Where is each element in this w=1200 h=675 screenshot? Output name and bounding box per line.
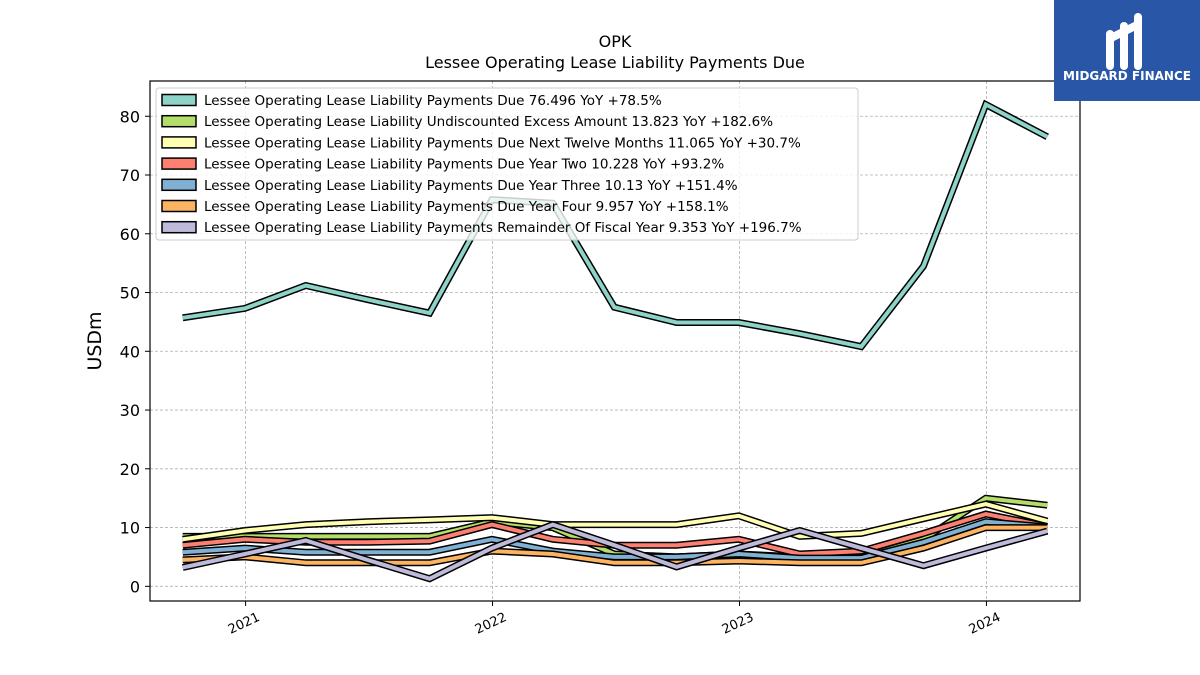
- legend-label-3: Lessee Operating Lease Liability Payment…: [204, 157, 724, 173]
- chart-subtitle: Lessee Operating Lease Liability Payment…: [425, 53, 805, 72]
- legend-swatch-6: [161, 220, 197, 234]
- series-layer: [181, 99, 1049, 583]
- brand-logo-text: MIDGARD FINANCE: [1063, 69, 1191, 83]
- brand-logo-mark-icon: [1106, 13, 1142, 70]
- legend-label-1: Lessee Operating Lease Liability Undisco…: [204, 114, 773, 130]
- brand-logo: MIDGARD FINANCE: [1054, 0, 1200, 101]
- legend-swatch-3: [161, 157, 197, 170]
- legend-label-2: Lessee Operating Lease Liability Payment…: [204, 135, 801, 151]
- y-tick-label: 10: [120, 519, 140, 538]
- y-tick-label: 40: [120, 342, 140, 361]
- y-tick-label: 30: [120, 401, 140, 420]
- y-tick-label: 80: [120, 107, 140, 126]
- legend-swatch-5: [161, 199, 197, 213]
- legend-label-5: Lessee Operating Lease Liability Payment…: [204, 199, 729, 215]
- y-tick-label: 50: [120, 284, 140, 303]
- legend-label-4: Lessee Operating Lease Liability Payment…: [204, 178, 738, 194]
- legend-swatch-4: [161, 178, 197, 192]
- series-line-0: [182, 101, 1049, 349]
- y-axis-label: USDm: [84, 311, 106, 370]
- y-tick-label: 70: [120, 166, 140, 185]
- legend-label-0: Lessee Operating Lease Liability Payment…: [204, 93, 662, 109]
- legend-label-6: Lessee Operating Lease Liability Payment…: [204, 220, 802, 236]
- series-line-4: [182, 519, 1048, 561]
- legend: Lessee Operating Lease Liability Payment…: [155, 87, 859, 241]
- chart-title: OPK: [599, 32, 632, 51]
- y-tick-label: 20: [120, 460, 140, 479]
- plot-area-frame: [149, 80, 1081, 602]
- legend-box: [155, 87, 859, 241]
- series-line-5: [182, 525, 1048, 565]
- legend-swatch-1: [161, 114, 197, 128]
- y-tick-label: 0: [130, 577, 140, 596]
- series-line-2: [182, 502, 1048, 542]
- y-axis-ticks: 0 10 20 30 40 50 60 70 80: [120, 107, 150, 596]
- legend-swatch-2: [161, 136, 197, 149]
- series-line-6: [182, 522, 1048, 581]
- legend-swatch-0: [161, 93, 197, 107]
- y-tick-label: 60: [120, 225, 140, 244]
